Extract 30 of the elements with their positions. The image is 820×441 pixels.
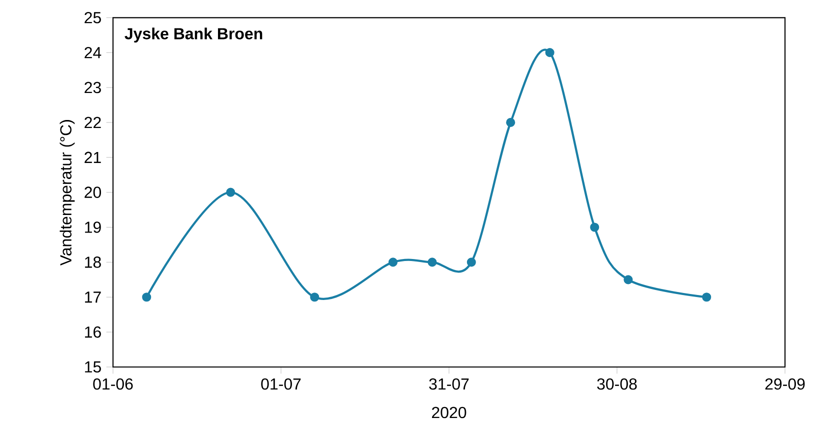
x-tick-label: 01-07 xyxy=(261,378,301,390)
y-axis-title: Vandtemperatur (°C) xyxy=(60,120,75,266)
y-tick-label: 23 xyxy=(84,82,101,94)
y-tick-label: 24 xyxy=(84,47,102,58)
point xyxy=(142,292,152,302)
point xyxy=(310,292,320,302)
x-tick-label: 30-08 xyxy=(597,378,637,390)
point xyxy=(624,275,633,284)
y-tick-label: 20 xyxy=(84,186,102,198)
y-tick-label: 15 xyxy=(85,361,101,373)
y-tick-label: 21 xyxy=(84,152,101,163)
point xyxy=(226,188,236,197)
x-tick-label: 01-06 xyxy=(93,378,133,390)
x-tick-label: 31-07 xyxy=(429,378,469,390)
point xyxy=(388,258,398,267)
text: Jyske Bank Broen xyxy=(124,28,262,43)
y-tick-label: 22 xyxy=(84,116,101,128)
x-tick-label: 29-09 xyxy=(765,378,805,390)
y-tick-label: 25 xyxy=(84,12,101,24)
point xyxy=(466,258,476,267)
point xyxy=(702,292,712,302)
point xyxy=(545,48,554,58)
y-tick-label: 19 xyxy=(85,222,101,233)
y-tick-label: 17 xyxy=(85,292,101,303)
y-tick-label: 16 xyxy=(85,326,101,338)
y-tick-label: 18 xyxy=(85,256,101,268)
x-axis-title: 2020 xyxy=(432,406,466,418)
point xyxy=(506,118,516,127)
point xyxy=(590,222,600,232)
point xyxy=(428,258,437,267)
